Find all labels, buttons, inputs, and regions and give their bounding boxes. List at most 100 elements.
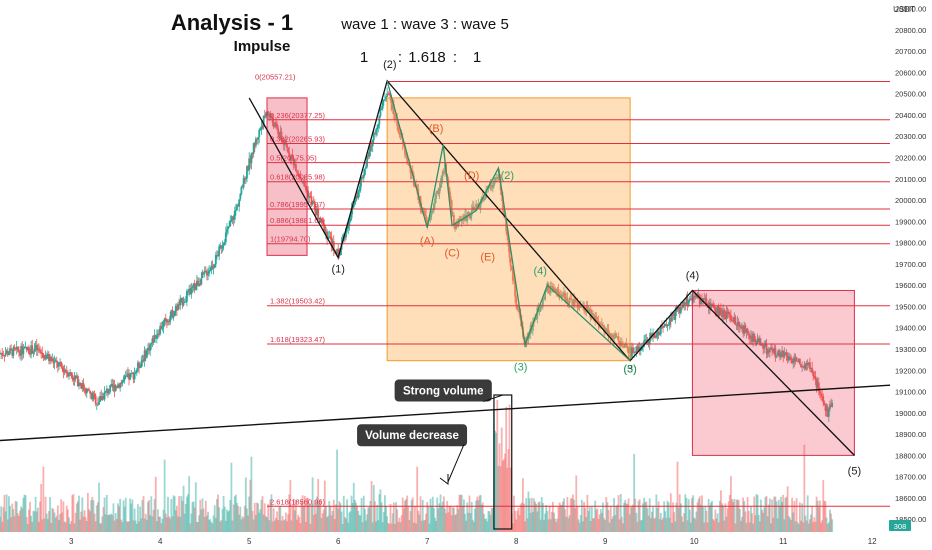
volume-bar bbox=[629, 507, 632, 532]
volume-bar bbox=[656, 507, 659, 532]
candle-body bbox=[158, 333, 160, 335]
wave-labels: (1)(2)(3)(4)(5)(A)(B)(C)(D)(E)(2)(3)(4)(… bbox=[331, 59, 861, 477]
candle-body bbox=[135, 369, 138, 373]
ratio-wave3: 1.618 bbox=[408, 49, 446, 66]
arrow-head bbox=[439, 474, 449, 485]
candle-body bbox=[767, 349, 770, 353]
wave-label: (2) bbox=[501, 170, 514, 182]
candle-body bbox=[264, 113, 267, 117]
candle-body bbox=[803, 366, 806, 369]
candle-body bbox=[190, 287, 193, 295]
candle-body bbox=[600, 323, 603, 326]
candle-body bbox=[300, 178, 303, 182]
volume-bar bbox=[653, 518, 656, 532]
candle-body bbox=[207, 273, 209, 276]
candle-body bbox=[517, 310, 520, 312]
candle-body bbox=[508, 246, 511, 258]
candle-body bbox=[224, 232, 227, 243]
volume-bar bbox=[179, 517, 182, 532]
candle-body bbox=[30, 345, 33, 355]
volume-bar bbox=[307, 497, 310, 532]
volume-bar bbox=[681, 516, 683, 532]
candle-body bbox=[257, 137, 259, 140]
volume-bar bbox=[642, 503, 644, 532]
volume-bar bbox=[372, 485, 375, 532]
candle-body bbox=[187, 291, 189, 293]
volume-bar bbox=[275, 517, 277, 532]
volume-bar bbox=[721, 503, 723, 532]
last-price-badge bbox=[889, 520, 911, 531]
volume-bar bbox=[449, 505, 452, 532]
volume-bar bbox=[539, 519, 542, 532]
candle-body bbox=[208, 270, 211, 274]
volume-bar bbox=[506, 467, 509, 532]
volume-bar bbox=[770, 523, 772, 532]
candle-body bbox=[175, 305, 178, 311]
candle-body bbox=[495, 177, 498, 179]
volume-bar bbox=[464, 513, 466, 532]
candle-body bbox=[168, 321, 170, 323]
candle-body bbox=[112, 384, 115, 388]
volume-bar bbox=[580, 499, 583, 532]
volume-bar bbox=[528, 498, 531, 532]
candle-body bbox=[612, 335, 614, 339]
volume-bar bbox=[287, 514, 290, 532]
volume-bar bbox=[184, 503, 187, 532]
candle-body bbox=[206, 271, 208, 276]
y-tick-label: 18800.00 bbox=[895, 451, 926, 460]
candle-body bbox=[647, 340, 650, 344]
candle-body bbox=[252, 142, 255, 154]
candle-body bbox=[336, 249, 338, 254]
volume-bar bbox=[404, 500, 406, 532]
volume-bar bbox=[428, 523, 431, 532]
volume-bar bbox=[445, 513, 448, 532]
volume-bar bbox=[40, 483, 43, 532]
candle-body bbox=[662, 326, 664, 328]
volume-bar bbox=[247, 515, 249, 532]
candle-body bbox=[291, 154, 294, 159]
candle-body bbox=[589, 308, 592, 319]
candle-body bbox=[25, 347, 28, 351]
candle-body bbox=[786, 355, 789, 361]
candle-body bbox=[70, 372, 73, 375]
volume-bar bbox=[187, 494, 189, 532]
candle-body bbox=[32, 351, 35, 354]
candle-body bbox=[715, 311, 718, 313]
volume-bar bbox=[139, 506, 142, 532]
candle-body bbox=[744, 325, 747, 333]
candle-body bbox=[783, 352, 786, 358]
candle-body bbox=[42, 354, 45, 358]
volume-bar bbox=[514, 510, 516, 532]
volume-bar bbox=[711, 500, 713, 532]
volume-bar bbox=[723, 520, 726, 532]
candle-body bbox=[745, 328, 748, 333]
candle-body bbox=[658, 333, 661, 335]
volume-bar bbox=[596, 508, 599, 532]
candle-body bbox=[506, 231, 509, 237]
candle-body bbox=[809, 362, 811, 369]
y-tick-label: 19300.00 bbox=[895, 345, 926, 354]
volume-bar bbox=[786, 486, 789, 532]
volume-bar bbox=[567, 518, 570, 532]
y-tick-label: 20100.00 bbox=[895, 175, 926, 184]
candle-body bbox=[811, 367, 814, 373]
volume-bar bbox=[210, 521, 213, 532]
volume-bar bbox=[666, 500, 669, 532]
volume-bar bbox=[627, 498, 630, 532]
candle-body bbox=[796, 361, 799, 363]
volume-bar bbox=[610, 519, 613, 532]
volume-bar bbox=[384, 495, 386, 532]
volume-bar bbox=[351, 503, 354, 532]
volume-bar bbox=[569, 498, 572, 532]
candle-body bbox=[565, 298, 568, 301]
candle-body bbox=[757, 338, 760, 340]
candle-body bbox=[138, 362, 140, 368]
candle-body bbox=[402, 144, 405, 146]
candle-body bbox=[593, 314, 595, 321]
volume-bar bbox=[68, 517, 70, 532]
candle-body bbox=[272, 122, 275, 127]
volume-bar bbox=[250, 456, 253, 532]
candle-body bbox=[668, 317, 671, 325]
volume-bar bbox=[778, 505, 781, 532]
volume-bars bbox=[0, 400, 834, 532]
